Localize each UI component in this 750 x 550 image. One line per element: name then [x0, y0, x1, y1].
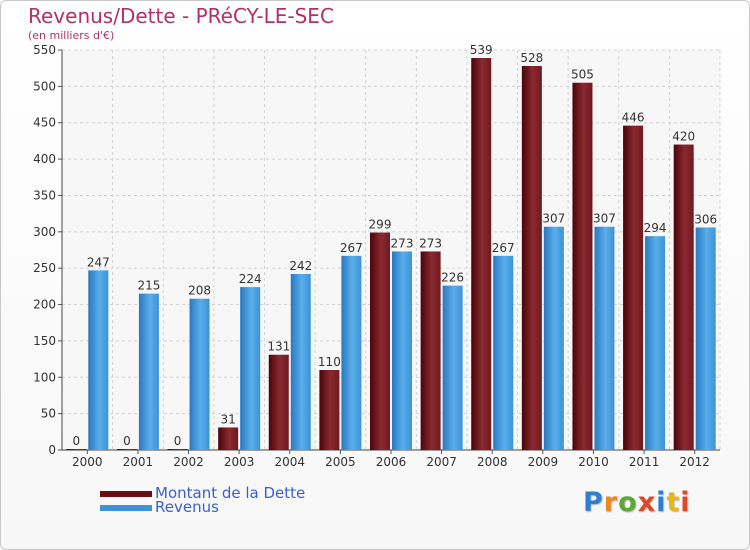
proxiti-logo: Proxiti — [583, 487, 691, 518]
data-label-dette: 110 — [318, 355, 341, 369]
y-tick-label: 200 — [33, 298, 56, 312]
y-tick-label: 500 — [33, 79, 56, 93]
bar-dette — [623, 125, 644, 451]
data-label-revenus: 294 — [644, 221, 667, 235]
y-tick-label: 350 — [33, 188, 56, 202]
x-tick-label: 2008 — [477, 455, 508, 469]
x-tick-label: 2000 — [72, 455, 103, 469]
x-tick-label: 2011 — [629, 455, 660, 469]
data-label-revenus: 306 — [694, 212, 717, 226]
bar-dette — [673, 144, 694, 450]
bar-revenus — [493, 255, 514, 450]
bar-dette — [66, 449, 87, 450]
bar-dette — [268, 354, 289, 450]
y-tick-label: 100 — [33, 370, 56, 384]
data-label-dette: 31 — [221, 412, 236, 426]
data-label-revenus: 226 — [441, 271, 464, 285]
data-label-revenus: 247 — [87, 255, 110, 269]
x-tick-label: 2009 — [528, 455, 559, 469]
x-tick-label: 2004 — [274, 455, 305, 469]
x-tick-label: 2001 — [123, 455, 154, 469]
bar-revenus — [240, 287, 261, 450]
data-label-dette: 420 — [672, 130, 695, 144]
bar-dette — [521, 66, 542, 450]
x-tick-label: 2012 — [679, 455, 710, 469]
x-tick-label: 2002 — [173, 455, 204, 469]
data-label-revenus: 307 — [593, 212, 616, 226]
bar-revenus — [88, 270, 109, 450]
bar-dette — [420, 251, 441, 450]
data-label-revenus: 267 — [340, 241, 363, 255]
x-tick-label: 2003 — [224, 455, 255, 469]
bar-revenus — [138, 293, 159, 450]
bar-revenus — [645, 236, 666, 450]
data-label-revenus: 267 — [492, 241, 515, 255]
bar-revenus — [189, 298, 210, 450]
bar-dette — [218, 427, 239, 450]
data-label-dette: 0 — [123, 434, 131, 448]
data-label-dette: 446 — [622, 111, 645, 125]
data-label-dette: 539 — [470, 43, 493, 57]
data-label-dette: 273 — [419, 236, 442, 250]
chart-subtitle: (en milliers d'€) — [28, 29, 115, 42]
data-label-revenus: 242 — [289, 259, 312, 273]
y-tick-label: 150 — [33, 334, 56, 348]
y-tick-label: 550 — [33, 43, 56, 57]
y-tick-label: 250 — [33, 261, 56, 275]
y-tick-label: 0 — [48, 443, 56, 457]
x-tick-label: 2007 — [426, 455, 457, 469]
bar-dette — [572, 82, 593, 451]
bar-dette — [167, 449, 188, 450]
legend-swatch-dette — [100, 491, 152, 497]
data-label-dette: 0 — [174, 434, 182, 448]
data-label-revenus: 215 — [137, 279, 160, 293]
legend-swatch-revenus — [100, 505, 152, 511]
x-tick-label: 2005 — [325, 455, 356, 469]
bar-dette — [319, 370, 340, 450]
bar-revenus — [695, 227, 716, 450]
bar-revenus — [290, 274, 311, 450]
bar-dette — [370, 232, 390, 450]
data-label-revenus: 273 — [391, 236, 414, 250]
bar-dette — [471, 58, 492, 450]
y-tick-label: 400 — [33, 152, 56, 166]
bar-revenus — [594, 226, 615, 450]
chart-title: Revenus/Dette - PRéCY-LE-SEC — [28, 4, 334, 28]
bar-revenus — [442, 285, 463, 450]
data-label-dette: 505 — [571, 68, 594, 82]
data-label-dette: 131 — [267, 340, 290, 354]
bar-dette — [116, 449, 137, 450]
bar-revenus — [392, 251, 412, 450]
data-label-dette: 0 — [72, 434, 80, 448]
data-label-dette: 299 — [369, 218, 392, 232]
data-label-revenus: 208 — [188, 284, 211, 298]
data-label-dette: 528 — [520, 51, 543, 65]
legend-label-dette: Montant de la Dette — [155, 484, 306, 502]
y-tick-label: 300 — [33, 225, 56, 239]
x-tick-label: 2006 — [376, 455, 407, 469]
bar-revenus — [341, 255, 362, 450]
data-label-revenus: 224 — [239, 272, 262, 286]
data-label-revenus: 307 — [542, 212, 565, 226]
y-tick-label: 50 — [41, 407, 56, 421]
legend-label-revenus: Revenus — [155, 498, 219, 516]
x-tick-label: 2010 — [578, 455, 609, 469]
bar-revenus — [543, 226, 564, 450]
y-tick-label: 450 — [33, 116, 56, 130]
